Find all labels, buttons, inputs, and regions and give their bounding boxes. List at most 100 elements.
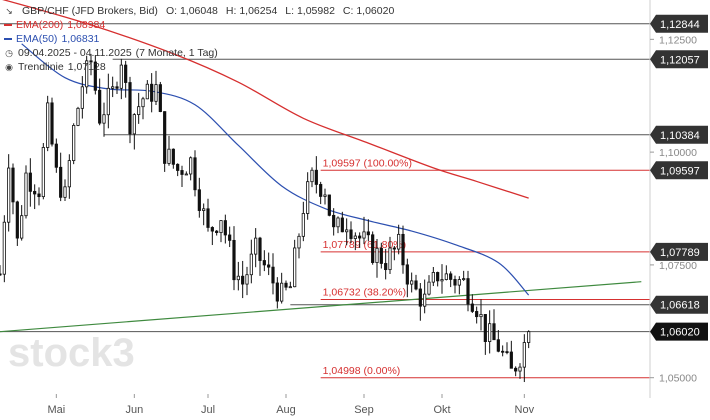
candle-body: [392, 247, 396, 250]
candle-body: [50, 102, 54, 145]
chart-legend: ↘ GBP/CHF (JFD Brokers, Bid) O: 1,06048 …: [4, 4, 398, 74]
trendline-layer: [0, 281, 642, 333]
legend-ema200[interactable]: EMA(200) 1,08984: [4, 18, 398, 32]
candle-body: [189, 157, 193, 175]
candle-body: [128, 82, 132, 135]
candle-body: [2, 221, 6, 275]
price-tag-label: 1,06618: [660, 300, 700, 312]
candle-body: [280, 282, 284, 302]
candle-body: [514, 367, 518, 372]
candle-body: [462, 278, 466, 280]
candle-body: [89, 60, 93, 63]
ema200-line: [2, 0, 529, 199]
fibonacci-levels: 1,09597 (100.00%) 1,07789 (61.80%) 1,06732…: [320, 157, 650, 379]
candle-body: [327, 194, 331, 216]
candle-body: [509, 351, 513, 369]
legend-ohlc: ↘ GBP/CHF (JFD Brokers, Bid) O: 1,06048 …: [4, 4, 398, 18]
y-tick-label: 1,07500: [659, 260, 697, 272]
candle-body: [475, 311, 479, 318]
candle-body: [176, 163, 180, 171]
fib-level-label: 1,09597 (100.00%): [323, 157, 412, 169]
candle-body: [85, 60, 89, 88]
legend-ema50[interactable]: EMA(50) 1,06831: [4, 32, 398, 46]
close-value: C: 1,06020: [342, 5, 395, 17]
watermark-logo: stock3: [8, 331, 135, 375]
x-tick-label: Okt: [433, 404, 450, 416]
x-tick-label: Mai: [47, 404, 65, 416]
candle-body: [215, 230, 219, 233]
price-tag-label: 1,12057: [660, 54, 700, 66]
candle-body: [180, 170, 184, 175]
fib-level-label: 1,06732 (38.20%): [323, 287, 406, 299]
candle-body: [414, 280, 418, 290]
candle-body: [522, 342, 526, 368]
candle-body: [479, 314, 483, 318]
candle-body: [24, 172, 28, 217]
candle-body: [171, 148, 175, 165]
price-tag-label: 1,10384: [660, 130, 700, 142]
candle-body: [483, 314, 487, 342]
candle-body: [254, 237, 258, 255]
candle-body: [457, 279, 461, 286]
candle-body: [154, 84, 158, 102]
candle-body: [37, 193, 41, 198]
price-tags: 1,12844 1,12057 1,10384 1,09597 1,07789 1,066…: [650, 14, 708, 341]
x-tick-label: Aug: [276, 404, 296, 416]
legend-range[interactable]: ◷ 09.04.2025 - 04.11.2025 (7 Monate, 1 T…: [4, 46, 398, 60]
candle-body: [492, 323, 496, 341]
price-tag-label: 1,09597: [660, 165, 700, 177]
candle-body: [431, 272, 435, 283]
candle-body: [163, 111, 167, 164]
price-tag-label: 1,07789: [660, 247, 700, 259]
candle-body: [46, 102, 50, 148]
candle-body: [115, 86, 119, 89]
high-value: H: 1,06254: [225, 5, 278, 17]
candle-body: [319, 184, 323, 197]
fib-level-label: 1,07789 (61.80%): [323, 239, 406, 251]
candle-body: [488, 323, 492, 342]
price-tag-label: 1,12844: [660, 19, 700, 31]
candle-body: [206, 208, 210, 228]
price-tag-box: [650, 322, 708, 341]
candle-body: [275, 282, 279, 302]
candle-body: [137, 106, 141, 116]
target-icon: ◉: [5, 62, 13, 72]
candle-body: [41, 147, 45, 198]
candle-body: [449, 273, 453, 280]
candle-body: [410, 280, 414, 285]
x-tick-label: Jun: [125, 404, 143, 416]
price-tag-box: [650, 50, 708, 69]
x-tick-label: Nov: [515, 404, 535, 416]
candle-body: [150, 83, 154, 102]
legend-trendline[interactable]: ◉ Trendlinie 1,07128: [4, 60, 398, 74]
price-tag-label: 1,06020: [660, 327, 700, 339]
candle-body: [158, 84, 162, 112]
candle-body: [228, 234, 232, 241]
symbol-label[interactable]: GBP/CHF (JFD Brokers, Bid): [22, 5, 158, 17]
candle-body: [98, 89, 102, 124]
candle-body: [106, 87, 110, 116]
candle-body: [306, 181, 310, 214]
candle-body: [132, 114, 136, 135]
candle-body: [72, 125, 76, 162]
candle-body: [54, 143, 58, 168]
pin-icon[interactable]: ↘: [5, 6, 13, 16]
price-tag-box: [650, 125, 708, 144]
candle-body: [210, 227, 214, 232]
candle-body: [301, 213, 305, 237]
clock-icon: ◷: [5, 48, 13, 58]
candle-body: [518, 366, 522, 372]
candle-body: [7, 167, 11, 223]
y-tick-label: 1,10000: [659, 147, 697, 159]
candle-body: [28, 172, 32, 192]
trendline-value: 1,07128: [67, 61, 106, 73]
candle-body: [80, 86, 84, 109]
candle-body: [293, 247, 297, 288]
candle-body: [358, 235, 362, 239]
candle-body: [349, 229, 353, 239]
ema50-label: EMA(50): [16, 33, 58, 45]
x-tick-label: Sep: [354, 404, 374, 416]
candle-body: [0, 273, 2, 276]
candle-body: [102, 114, 106, 124]
